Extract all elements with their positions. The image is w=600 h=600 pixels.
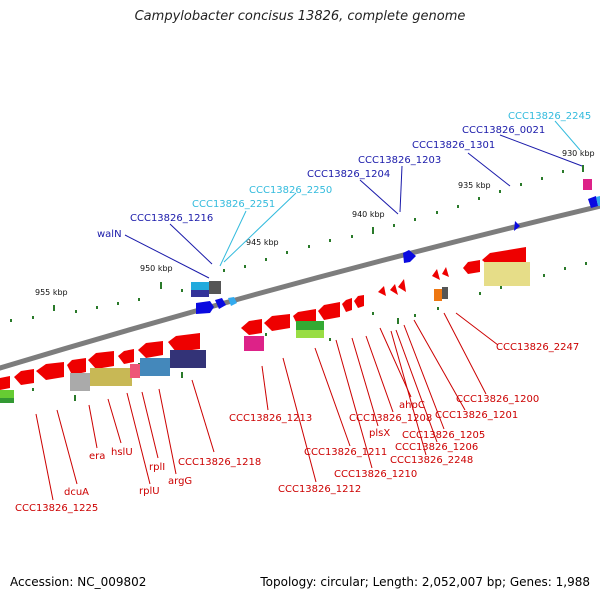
gene-label[interactable]: CCC13826_2250 [249,185,332,196]
gene-arrow[interactable] [514,221,520,231]
gene-arrow[interactable] [432,269,440,280]
gene-arrow[interactable] [228,297,237,306]
gene-label[interactable]: CCC13826_1201 [435,410,518,421]
gene-block[interactable] [209,281,221,294]
bottom-leaders [35,312,499,501]
gene-arrow[interactable] [588,196,598,208]
scale-label-940: 940 kbp [352,210,385,219]
gene-arrow[interactable] [215,298,226,309]
gene-label[interactable]: CCC13826_1211 [304,447,387,458]
scale-labels: 955 kbp 950 kbp 945 kbp 940 kbp 935 kbp … [35,149,595,297]
scale-label-935: 935 kbp [458,181,491,190]
gene-arrow[interactable] [354,295,364,308]
gene-arrow[interactable] [0,376,10,390]
gene-arrow[interactable] [241,319,262,335]
gene-arrow[interactable] [36,362,64,380]
gene-label[interactable]: ahpC [399,400,425,411]
gene-label[interactable]: CCC13826_1216 [130,213,213,224]
gene-label[interactable]: walN [97,229,122,240]
gene-label[interactable]: dcuA [64,487,89,498]
gene-label[interactable]: CCC13826_1218 [178,457,261,468]
gene-label[interactable]: plsX [369,428,390,439]
gene-arrow[interactable] [88,351,114,369]
gene-arrow[interactable] [596,196,600,206]
gene-label[interactable]: CCC13826_1210 [334,469,417,480]
top-labels: walN CCC13826_1216 CCC13826_2251 CCC1382… [97,111,591,240]
gene-label[interactable]: CCC13826_1206 [395,442,478,453]
feature-band[interactable] [0,390,14,398]
gene-label[interactable]: CCC13826_1225 [15,503,98,514]
gene-label[interactable]: argG [168,476,192,487]
scale-label-930: 930 kbp [562,149,595,158]
summary-text: Topology: circular; Length: 2,052,007 bp… [260,575,590,589]
gene-arrow[interactable] [196,301,214,314]
gene-label[interactable]: CCC13826_1213 [229,413,312,424]
gene-arrow[interactable] [378,286,386,296]
gene-arrow[interactable] [442,267,449,277]
feature-band[interactable] [0,398,14,403]
gene-label[interactable]: hslU [111,447,133,458]
feature-band[interactable] [170,350,206,368]
feature-band[interactable] [296,330,324,338]
gene-label[interactable]: CCC13826_1204 [307,169,390,180]
gene-arrow[interactable] [138,341,163,358]
feature-band[interactable] [140,358,170,376]
gene-label[interactable]: rplU [139,486,160,497]
gene-label[interactable]: CCC13826_2251 [192,199,275,210]
gene-arrow[interactable] [318,302,340,320]
gene-label[interactable]: rplI [149,462,165,473]
feature-bands [0,262,530,403]
scale-label-945: 945 kbp [246,238,279,247]
gene-block[interactable] [583,179,592,190]
gene-arrow[interactable] [168,333,200,352]
feature-band[interactable] [484,262,530,286]
gene-arrow[interactable] [67,358,86,375]
gene-block[interactable] [191,290,209,297]
gene-label[interactable]: CCC13826_1200 [456,394,539,405]
gene-arrow[interactable] [390,284,398,295]
feature-band[interactable] [442,287,448,299]
feature-band[interactable] [244,336,264,351]
feature-band[interactable] [130,364,140,378]
scale-label-955: 955 kbp [35,288,68,297]
map-title: Campylobacter concisus 13826, complete g… [134,9,466,24]
forward-genes [191,179,600,314]
gene-label[interactable]: era [89,451,105,462]
gene-label[interactable]: CCC13826_1208 [349,413,432,424]
gene-label[interactable]: CCC13826_0021 [462,125,545,136]
gene-label[interactable]: CCC13826_1205 [402,430,485,441]
gene-label[interactable]: CCC13826_2245 [508,111,591,122]
gene-label[interactable]: CCC13826_1301 [412,140,495,151]
gene-label[interactable]: CCC13826_2248 [390,455,473,466]
feature-band[interactable] [90,368,132,386]
gene-block[interactable] [191,282,209,290]
scale-label-950: 950 kbp [140,264,173,273]
top-leaders [124,120,583,279]
gene-arrow[interactable] [398,279,406,292]
gene-arrow[interactable] [264,314,290,331]
gene-arrow[interactable] [342,298,352,312]
feature-band[interactable] [70,373,90,391]
feature-band[interactable] [296,321,324,330]
gene-label[interactable]: CCC13826_1212 [278,484,361,495]
gene-arrow[interactable] [14,369,34,385]
gene-label[interactable]: CCC13826_1203 [358,155,441,166]
bottom-labels: CCC13826_1225 dcuA era hslU rplU rplI ar… [15,342,579,514]
gene-arrow[interactable] [118,349,134,364]
gene-arrow[interactable] [463,260,480,274]
gene-label[interactable]: CCC13826_2247 [496,342,579,353]
accession-text: Accession: NC_009802 [10,575,147,589]
feature-band[interactable] [434,289,442,301]
gene-arrow[interactable] [403,250,416,263]
